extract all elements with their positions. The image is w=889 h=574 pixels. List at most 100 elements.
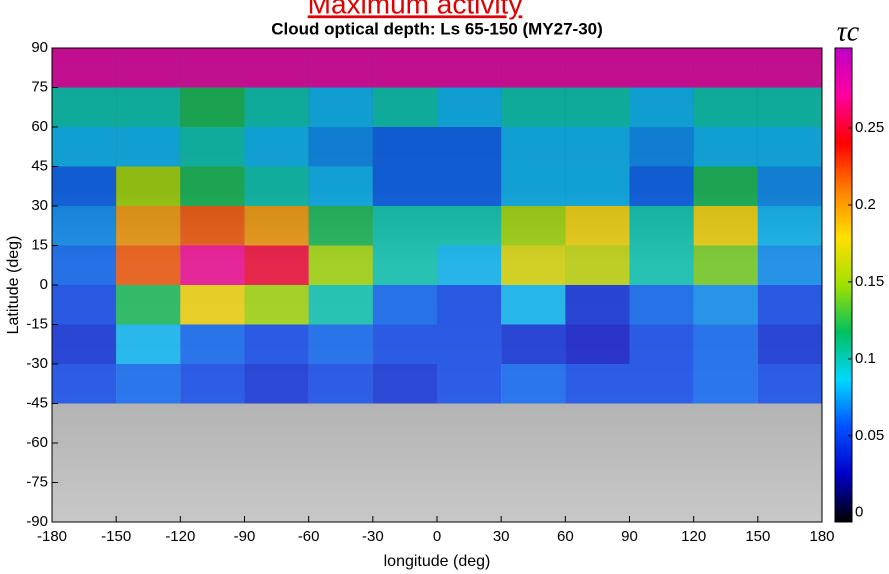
- cell: [693, 206, 758, 246]
- cell: [52, 127, 117, 167]
- cell: [629, 206, 694, 246]
- cell: [116, 166, 181, 206]
- y-tick-label: 30: [31, 197, 48, 214]
- x-axis-label: longitude (deg): [384, 553, 491, 570]
- cell: [308, 206, 373, 246]
- x-tick-label: -180: [37, 528, 67, 545]
- y-tick-label: -60: [26, 434, 48, 451]
- cell: [501, 364, 566, 404]
- cell: [372, 166, 437, 206]
- chart-title: Cloud optical depth: Ls 65-150 (MY27-30): [271, 19, 603, 38]
- colorbar-tick-label: 0.1: [855, 350, 876, 367]
- cell: [180, 48, 245, 88]
- cell: [565, 166, 630, 206]
- cell: [52, 245, 117, 285]
- cell: [52, 324, 117, 364]
- cell: [180, 166, 245, 206]
- cell: [308, 166, 373, 206]
- cell: [501, 245, 566, 285]
- cell: [116, 206, 181, 246]
- x-tick-label: 180: [809, 528, 834, 545]
- cell: [501, 166, 566, 206]
- cell: [116, 48, 181, 88]
- x-tick-label: 120: [681, 528, 706, 545]
- cell: [501, 324, 566, 364]
- x-tick-label: 150: [745, 528, 770, 545]
- cell: [757, 206, 822, 246]
- cell: [437, 324, 502, 364]
- cell: [180, 87, 245, 127]
- colorbar-tick-label: 0.25: [855, 119, 884, 136]
- x-tick-label: -120: [165, 528, 195, 545]
- cell: [565, 87, 630, 127]
- cell: [116, 127, 181, 167]
- cell: [52, 48, 117, 88]
- cell: [52, 166, 117, 206]
- cell: [565, 206, 630, 246]
- colorbar-tick-label: 0.15: [855, 273, 884, 290]
- cell: [180, 245, 245, 285]
- cell: [372, 206, 437, 246]
- cell: [116, 245, 181, 285]
- header: Maximum activity: [308, 0, 523, 19]
- cell: [372, 127, 437, 167]
- cell: [116, 364, 181, 404]
- cell: [437, 364, 502, 404]
- y-tick-label: 90: [31, 39, 48, 56]
- cell: [565, 127, 630, 167]
- cell: [180, 206, 245, 246]
- cell: [308, 245, 373, 285]
- x-tick-label: 30: [493, 528, 510, 545]
- colorbar-label: τc: [837, 16, 860, 47]
- cell: [693, 364, 758, 404]
- x-tick-label: -30: [362, 528, 384, 545]
- cell: [565, 245, 630, 285]
- cell: [629, 87, 694, 127]
- cell: [244, 324, 309, 364]
- cell: [372, 87, 437, 127]
- cell: [629, 364, 694, 404]
- cell: [308, 285, 373, 325]
- cell: [116, 285, 181, 325]
- y-axis-label: Latitude (deg): [5, 236, 22, 335]
- cell: [52, 87, 117, 127]
- cell: [629, 127, 694, 167]
- colorbar-tick-label: 0: [855, 504, 863, 521]
- x-tick-label: 90: [621, 528, 638, 545]
- y-tick-label: -45: [26, 394, 48, 411]
- cell: [757, 285, 822, 325]
- cell: [629, 166, 694, 206]
- cell: [180, 324, 245, 364]
- cell: [437, 87, 502, 127]
- cell: [757, 324, 822, 364]
- cell: [52, 206, 117, 246]
- cell: [116, 87, 181, 127]
- cell: [372, 364, 437, 404]
- cell: [693, 245, 758, 285]
- colorbar-tick-label: 0.05: [855, 427, 884, 444]
- x-tick-label: -150: [101, 528, 131, 545]
- y-tick-label: -90: [26, 513, 48, 530]
- cell: [244, 206, 309, 246]
- cell: [565, 364, 630, 404]
- cell: [52, 364, 117, 404]
- cell: [372, 245, 437, 285]
- cell: [244, 87, 309, 127]
- cell: [629, 324, 694, 364]
- cell: [437, 206, 502, 246]
- cell: [693, 285, 758, 325]
- cell: [757, 127, 822, 167]
- cell: [437, 127, 502, 167]
- x-tick-label: -90: [234, 528, 256, 545]
- cell: [52, 285, 117, 325]
- x-tick-label: 60: [557, 528, 574, 545]
- y-tick-label: 45: [31, 157, 48, 174]
- y-tick-label: 75: [31, 78, 48, 95]
- cell: [693, 48, 758, 88]
- cell: [629, 245, 694, 285]
- cell: [565, 48, 630, 88]
- cell: [693, 324, 758, 364]
- x-tick-label: 0: [433, 528, 441, 545]
- cell: [693, 166, 758, 206]
- cell: [501, 285, 566, 325]
